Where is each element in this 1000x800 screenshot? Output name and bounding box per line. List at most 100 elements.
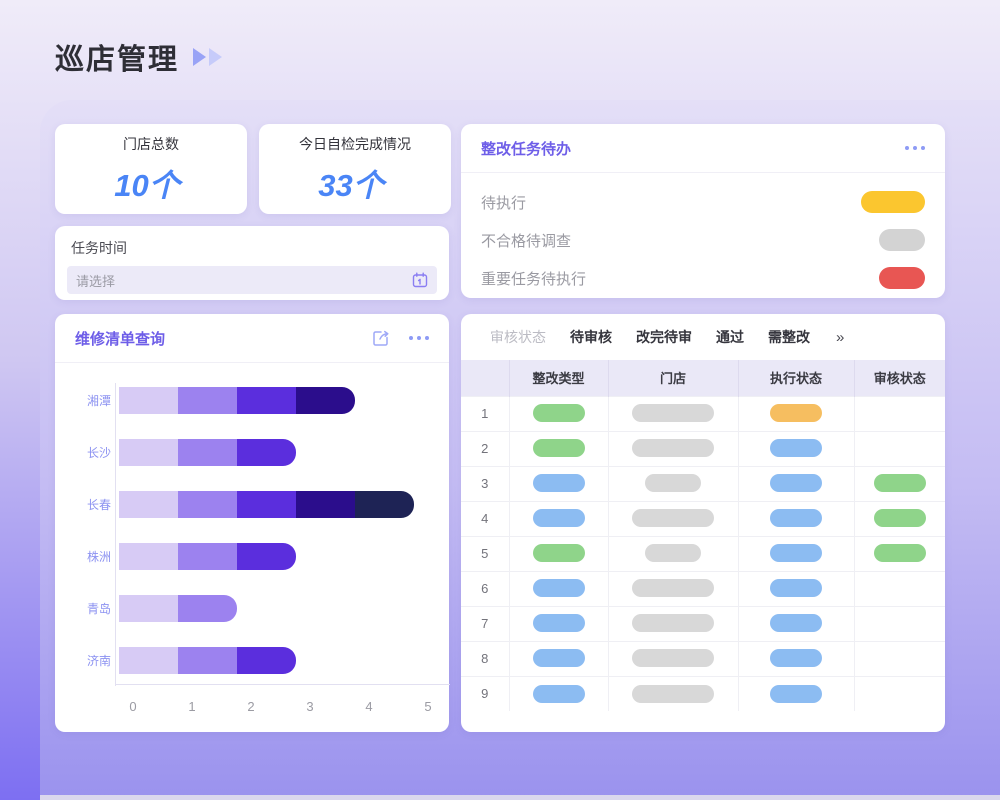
filter-option[interactable]: 待审核 xyxy=(570,329,612,345)
table-row[interactable]: 6 xyxy=(461,570,945,606)
status-pill xyxy=(532,684,585,703)
rectify-type-cell xyxy=(508,570,608,606)
table-row[interactable]: 8 xyxy=(461,640,945,676)
chart-category-label: 株洲 xyxy=(86,550,111,564)
status-pill xyxy=(632,509,714,528)
x-tick-label: 2 xyxy=(247,699,255,714)
table-row[interactable]: 2 xyxy=(461,430,945,466)
exec-status-cell xyxy=(737,605,854,641)
stacked-bar xyxy=(119,647,296,674)
status-pill xyxy=(532,579,585,598)
todo-item-label: 重要任务待执行 xyxy=(481,270,587,288)
status-pill xyxy=(632,404,714,423)
status-pill xyxy=(770,474,822,493)
chart-x-ticks: 0 1 2 3 4 5 xyxy=(129,699,449,717)
bottom-strip xyxy=(40,795,1000,800)
audit-status-cell xyxy=(853,675,945,711)
date-placeholder: 请选择 xyxy=(76,273,116,289)
stat-card-total-stores: 门店总数 10个 xyxy=(55,124,247,214)
chart-category-label: 济南 xyxy=(86,654,111,668)
table-row[interactable]: 5 xyxy=(461,535,945,571)
store-cell xyxy=(607,465,738,501)
ellipsis-icon[interactable] xyxy=(409,336,429,340)
ellipsis-icon[interactable] xyxy=(905,146,925,150)
task-time-picker[interactable]: 请选择 xyxy=(67,266,437,294)
audit-status-cell xyxy=(853,535,945,571)
chart-category-label: 湘潭 xyxy=(86,394,111,408)
stat-value: 10个 xyxy=(114,167,180,203)
column-header xyxy=(461,360,509,396)
row-number: 1 xyxy=(461,395,509,431)
status-pill xyxy=(532,649,585,668)
exec-status-cell xyxy=(737,535,854,571)
todo-item-label: 不合格待调查 xyxy=(481,232,572,250)
chart-x-axis xyxy=(115,684,450,685)
rectify-type-cell xyxy=(508,430,608,466)
status-pill xyxy=(632,579,714,598)
status-pill xyxy=(770,579,822,598)
share-icon[interactable] xyxy=(371,328,391,348)
table-row[interactable]: 3 xyxy=(461,465,945,501)
status-pill xyxy=(879,267,925,289)
status-pill xyxy=(632,614,714,633)
exec-status-cell xyxy=(737,500,854,536)
x-tick-label: 5 xyxy=(424,699,432,714)
page-header: 巡店管理 xyxy=(55,36,223,78)
task-time-card: 任务时间 请选择 xyxy=(55,226,449,300)
row-number: 3 xyxy=(461,465,509,501)
table-row[interactable]: 1 xyxy=(461,395,945,431)
row-number: 9 xyxy=(461,675,509,711)
status-pill xyxy=(632,684,714,703)
row-number: 8 xyxy=(461,640,509,676)
exec-status-cell xyxy=(737,640,854,676)
status-pill xyxy=(632,649,714,668)
status-pill xyxy=(632,439,714,458)
filter-option[interactable]: 通过 xyxy=(716,329,744,345)
status-pill xyxy=(770,509,822,528)
todo-item: 待执行 xyxy=(481,183,925,221)
page-title: 巡店管理 xyxy=(55,44,180,76)
exec-status-cell xyxy=(737,430,854,466)
table-row[interactable]: 7 xyxy=(461,605,945,641)
more-options-icon[interactable]: » xyxy=(836,328,845,346)
filter-option[interactable]: 需整改 xyxy=(768,329,810,345)
exec-status-cell xyxy=(737,465,854,501)
chart-category-label: 长春 xyxy=(86,498,111,512)
row-number: 6 xyxy=(461,570,509,606)
chart-bar-row: 济南 xyxy=(73,647,449,674)
todo-item-label: 待执行 xyxy=(481,194,527,212)
audit-status-filter: 审核状态 待审核 改完待审 通过 需整改 » xyxy=(461,314,945,360)
rectify-type-cell xyxy=(508,395,608,431)
todo-item: 重要任务待执行 xyxy=(481,259,925,297)
status-pill xyxy=(532,404,585,423)
exec-status-cell xyxy=(737,570,854,606)
column-header: 门店 xyxy=(607,360,738,396)
chart-bar-row: 株洲 xyxy=(73,543,449,570)
chart-bar-row: 青岛 xyxy=(73,595,449,622)
status-pill xyxy=(873,509,926,528)
status-pill xyxy=(770,649,822,668)
table-row[interactable]: 4 xyxy=(461,500,945,536)
rectify-type-cell xyxy=(508,465,608,501)
status-pill xyxy=(532,614,585,633)
store-cell xyxy=(607,675,738,711)
column-header: 整改类型 xyxy=(508,360,608,396)
double-arrow-icon xyxy=(193,48,223,66)
row-number: 5 xyxy=(461,535,509,571)
stacked-bar xyxy=(119,439,296,466)
main-panel: 门店总数 10个 今日自检完成情况 33个 任务时间 请选择 整改任务待办 待执… xyxy=(40,100,1000,800)
filter-option[interactable]: 改完待审 xyxy=(636,329,692,345)
rectify-type-cell xyxy=(508,500,608,536)
status-pill xyxy=(645,544,701,563)
table-row[interactable]: 9 xyxy=(461,675,945,711)
arrow-icon xyxy=(193,48,207,66)
status-pill xyxy=(879,229,925,251)
row-number: 2 xyxy=(461,430,509,466)
calendar-icon[interactable] xyxy=(412,272,428,288)
stacked-bar xyxy=(119,491,414,518)
audit-status-cell xyxy=(853,430,945,466)
status-pill xyxy=(532,439,585,458)
status-pill xyxy=(873,544,926,563)
status-pill xyxy=(770,614,822,633)
